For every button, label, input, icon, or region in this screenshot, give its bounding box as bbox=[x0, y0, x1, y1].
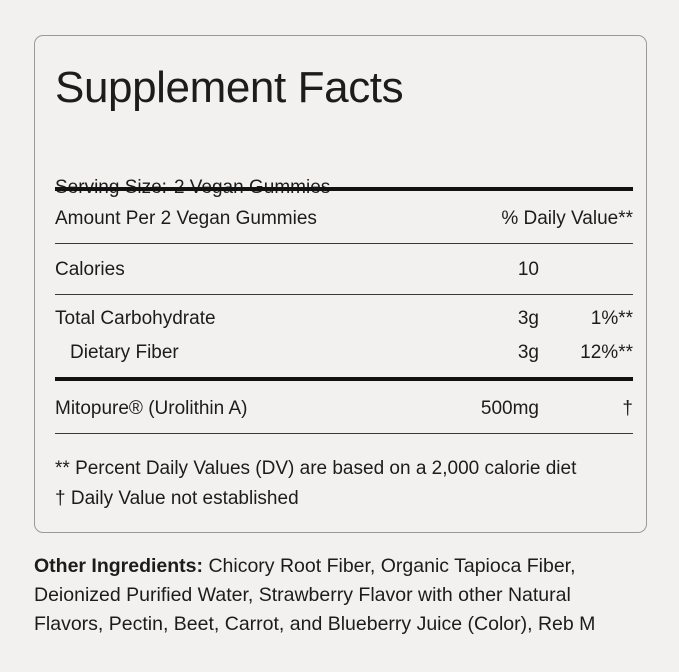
nutrient-amount-mitopure: 500mg bbox=[480, 398, 539, 419]
other-ingredients-text: Chicory Root Fiber, Organic Tapioca Fibe… bbox=[34, 555, 596, 635]
table-row: Dietary Fiber 3g 12%** bbox=[55, 340, 633, 366]
rule-thin-after-calories bbox=[55, 294, 633, 295]
panel-title: Supplement Facts bbox=[55, 63, 404, 112]
footnotes: ** Percent Daily Values (DV) are based o… bbox=[55, 454, 645, 514]
other-ingredients-label: Other Ingredients: bbox=[34, 555, 204, 577]
rule-thin-before-footnotes bbox=[55, 433, 633, 434]
table-row: Mitopure® (Urolithin A) 500mg † bbox=[55, 396, 633, 422]
nutrient-name-calories: Calories bbox=[55, 259, 125, 280]
table-header-row: Amount Per 2 Vegan Gummies % Daily Value… bbox=[55, 206, 633, 232]
amount-per-serving-header: Amount Per 2 Vegan Gummies bbox=[55, 208, 317, 229]
rule-thick-before-mitopure bbox=[55, 377, 633, 381]
footnote-daily-value-not-established: † Daily Value not established bbox=[55, 488, 299, 509]
other-ingredients: Other Ingredients: Chicory Root Fiber, O… bbox=[34, 552, 634, 639]
table-row: Total Carbohydrate 3g 1%** bbox=[55, 306, 633, 332]
nutrient-amount-total-carbohydrate: 3g bbox=[517, 308, 539, 329]
supplement-facts-panel: Supplement Facts Serving Size:2 Vegan Gu… bbox=[34, 35, 647, 533]
nutrient-name-total-carbohydrate: Total Carbohydrate bbox=[55, 308, 216, 329]
nutrient-dv-dietary-fiber: 12%** bbox=[580, 342, 633, 363]
nutrient-amount-dietary-fiber: 3g bbox=[517, 342, 539, 363]
nutrient-dv-total-carbohydrate: 1%** bbox=[590, 308, 633, 329]
footnote-percent-daily-value: ** Percent Daily Values (DV) are based o… bbox=[55, 458, 577, 479]
nutrient-name-dietary-fiber: Dietary Fiber bbox=[70, 342, 179, 363]
nutrient-name-mitopure: Mitopure® (Urolithin A) bbox=[55, 398, 248, 419]
panel-content: Supplement Facts Serving Size:2 Vegan Gu… bbox=[55, 36, 633, 532]
nutrient-dv-mitopure: † bbox=[622, 398, 633, 419]
table-row: Calories 10 bbox=[55, 257, 633, 283]
rule-thin-after-header bbox=[55, 243, 633, 244]
daily-value-header: % Daily Value** bbox=[501, 208, 633, 229]
rule-thick-top bbox=[55, 187, 633, 191]
nutrient-amount-calories: 10 bbox=[517, 259, 539, 280]
